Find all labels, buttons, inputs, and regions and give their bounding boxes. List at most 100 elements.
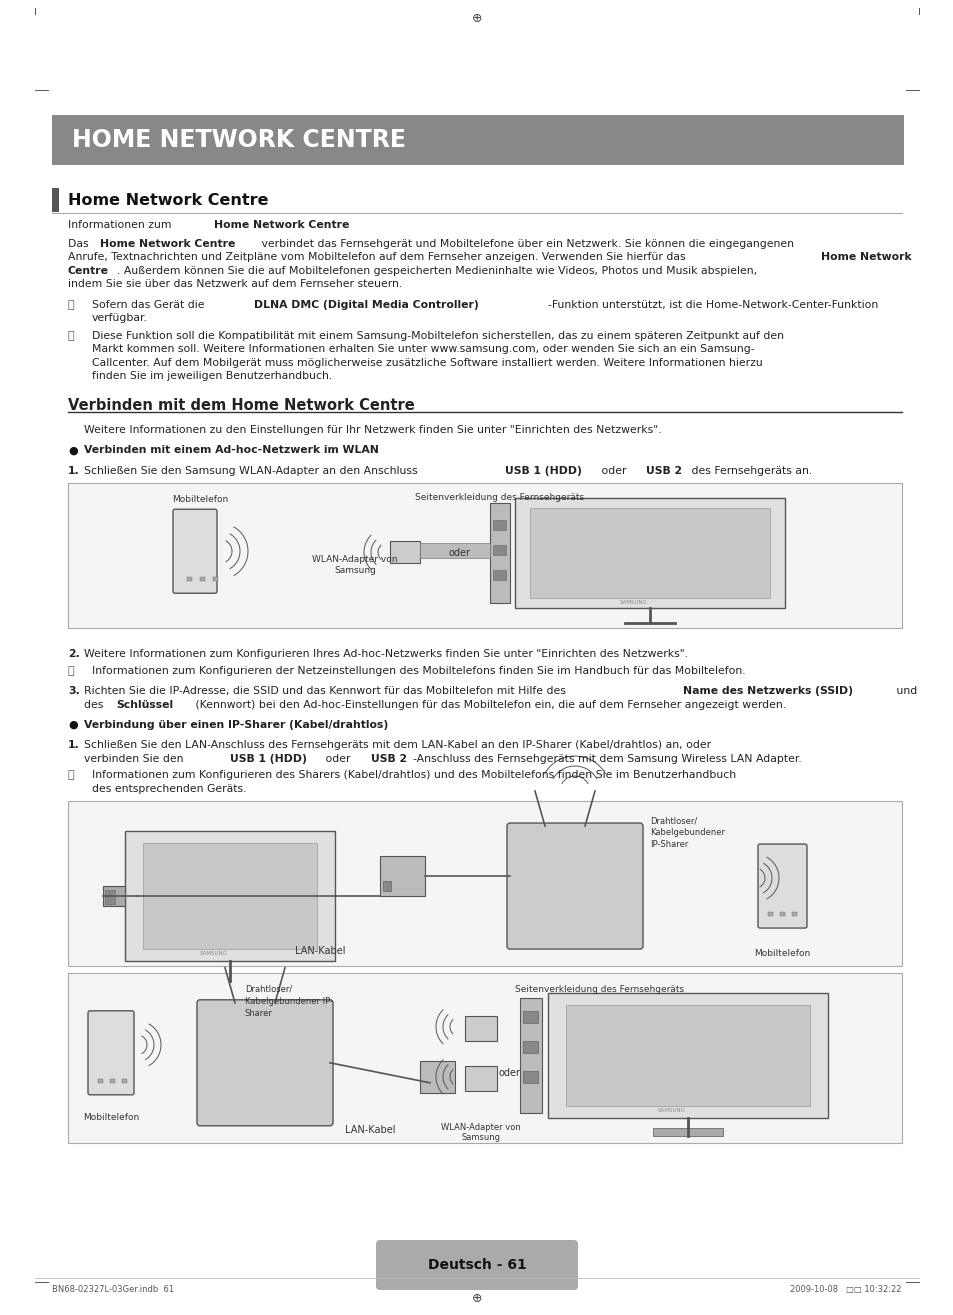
Text: oder: oder [498,1068,520,1078]
Bar [68,973,901,1143]
Text: 1.: 1. [68,466,80,476]
Bar [493,521,505,530]
Text: LAN-Kabel: LAN-Kabel [294,945,345,956]
Text: Verbinden mit dem Home Network Centre: Verbinden mit dem Home Network Centre [68,398,415,413]
Text: Home Network Centre: Home Network Centre [213,220,349,230]
Text: USB 1 (HDD): USB 1 (HDD) [230,753,306,764]
Bar [143,843,316,949]
Text: Drahtloser/: Drahtloser/ [649,817,697,825]
Bar [52,114,903,164]
Text: Centre: Centre [68,266,109,276]
Text: oder: oder [449,548,471,559]
Text: Home Network Centre: Home Network Centre [68,192,268,208]
Text: Anrufe, Textnachrichten und Zeitpläne vom Mobiltelefon auf dem Fernseher anzeige: Anrufe, Textnachrichten und Zeitpläne vo… [68,252,688,263]
Text: Home Network: Home Network [821,252,911,263]
Bar [382,881,391,892]
Bar [522,1040,537,1053]
Text: Mobiltelefon: Mobiltelefon [754,949,810,959]
Bar [419,543,490,559]
Text: indem Sie sie über das Netzwerk auf dem Fernseher steuern.: indem Sie sie über das Netzwerk auf dem … [68,279,402,289]
Text: verbindet das Fernsehgerät und Mobiltelefone über ein Netzwerk. Sie können die e: verbindet das Fernsehgerät und Mobiltele… [258,239,793,249]
Text: 3.: 3. [68,686,80,697]
Text: Drahtloser/: Drahtloser/ [245,985,292,994]
FancyBboxPatch shape [172,509,216,593]
Text: Mobiltelefon: Mobiltelefon [83,1112,139,1122]
Bar [52,188,59,212]
FancyBboxPatch shape [88,1011,133,1095]
Bar [419,1061,455,1093]
Text: finden Sie im jeweiligen Benutzerhandbuch.: finden Sie im jeweiligen Benutzerhandbuc… [91,371,332,381]
Text: -Funktion unterstützt, ist die Home-Network-Center-Funktion: -Funktion unterstützt, ist die Home-Netw… [547,300,878,309]
Text: des Fernsehgeräts an.: des Fernsehgeräts an. [687,466,812,476]
Text: . Außerdem können Sie die auf Mobiltelefonen gespeicherten Medieninhalte wie Vid: . Außerdem können Sie die auf Mobiltelef… [116,266,756,276]
Text: Seitenverkleidung des Fernsehgeräts: Seitenverkleidung des Fernsehgeräts [415,493,584,502]
Text: SAMSUNG: SAMSUNG [200,951,228,956]
Text: Informationen zum Konfigurieren der Netzeinstellungen des Mobiltelefons finden S: Informationen zum Konfigurieren der Netz… [91,667,745,676]
Bar [122,1078,127,1082]
Text: (Kennwort) bei den Ad-hoc-Einstellungen für das Mobiltelefon ein, die auf dem Fe: (Kennwort) bei den Ad-hoc-Einstellungen … [192,700,785,710]
Text: Verbinden mit einem Ad-hoc-Netzwerk im WLAN: Verbinden mit einem Ad-hoc-Netzwerk im W… [84,446,378,455]
Text: SAMSUNG: SAMSUNG [658,1107,685,1112]
Text: ●: ● [68,446,77,455]
Bar [780,913,784,917]
Bar [522,1011,537,1023]
Text: 1.: 1. [68,740,80,751]
FancyBboxPatch shape [196,999,333,1126]
Bar [547,993,827,1118]
Text: USB 2: USB 2 [371,753,407,764]
Text: ⊕: ⊕ [471,1291,482,1304]
Text: des: des [84,700,107,710]
Text: WLAN-Adapter von
Samsung: WLAN-Adapter von Samsung [440,1123,520,1143]
Text: Kabelgebundener: Kabelgebundener [649,828,724,838]
FancyBboxPatch shape [375,1240,578,1290]
Text: verbinden Sie den: verbinden Sie den [84,753,187,764]
Text: BN68-02327L-03Ger.indb  61: BN68-02327L-03Ger.indb 61 [52,1285,174,1294]
Text: Name des Netzwerks (SSID): Name des Netzwerks (SSID) [682,686,853,697]
Bar [464,1015,497,1040]
Text: USB 2: USB 2 [645,466,681,476]
Text: Mobiltelefon: Mobiltelefon [172,496,228,504]
Bar [767,913,772,917]
Bar [194,973,265,981]
Bar [464,1065,497,1091]
Text: WLAN-Adapter von
Samsung: WLAN-Adapter von Samsung [312,555,397,575]
Text: HOME NETWORK CENTRE: HOME NETWORK CENTRE [71,128,406,153]
Bar [110,1078,115,1082]
Bar [390,542,419,563]
Bar [200,577,205,581]
Text: Verbindung über einen IP-Sharer (Kabel/drahtlos): Verbindung über einen IP-Sharer (Kabel/d… [84,721,388,730]
Text: Informationen zum: Informationen zum [68,220,174,230]
Text: Schlüssel: Schlüssel [116,700,173,710]
Bar [68,801,901,967]
Text: Diese Funktion soll die Kompatibilität mit einem Samsung-Mobiltelefon sicherstel: Diese Funktion soll die Kompatibilität m… [91,330,783,341]
Text: ⓘ: ⓘ [68,330,74,341]
Text: verfügbar.: verfügbar. [91,313,148,323]
Text: Informationen zum Konfigurieren des Sharers (Kabel/drahtlos) und des Mobiltelefo: Informationen zum Konfigurieren des Shar… [91,771,736,780]
Text: IP-Sharer: IP-Sharer [649,840,688,849]
Text: oder: oder [597,466,629,476]
Bar [379,856,424,896]
Bar [68,483,901,629]
Text: Weitere Informationen zum Konfigurieren Ihres Ad-hoc-Netzwerks finden Sie unter : Weitere Informationen zum Konfigurieren … [84,648,687,659]
Bar [490,504,510,604]
Bar [493,571,505,580]
Text: ●: ● [68,721,77,730]
Text: ⊕: ⊕ [471,12,482,25]
Text: DLNA DMC (Digital Media Controller): DLNA DMC (Digital Media Controller) [253,300,478,309]
Text: Callcenter. Auf dem Mobilgerät muss möglicherweise zusätzliche Software installi: Callcenter. Auf dem Mobilgerät muss mögl… [91,358,762,368]
Text: 2009-10-08   □□ 10:32:22: 2009-10-08 □□ 10:32:22 [790,1285,901,1294]
Text: Das: Das [68,239,92,249]
Text: USB 1 (HDD): USB 1 (HDD) [505,466,581,476]
Text: Schließen Sie den Samsung WLAN-Adapter an den Anschluss: Schließen Sie den Samsung WLAN-Adapter a… [84,466,420,476]
Bar [652,1128,722,1136]
Bar [530,509,769,598]
Text: Home Network Centre: Home Network Centre [100,239,235,249]
Text: des entsprechenden Geräts.: des entsprechenden Geräts. [91,784,246,793]
Text: ⓘ: ⓘ [68,300,74,309]
Text: SAMSUNG: SAMSUNG [619,600,647,605]
FancyBboxPatch shape [758,844,806,928]
Text: Deutsch - 61: Deutsch - 61 [427,1258,526,1272]
Bar [187,577,192,581]
Text: Schließen Sie den LAN-Anschluss des Fernsehgeräts mit dem LAN-Kabel an den IP-Sh: Schließen Sie den LAN-Anschluss des Fern… [84,740,710,751]
Bar [125,831,335,961]
